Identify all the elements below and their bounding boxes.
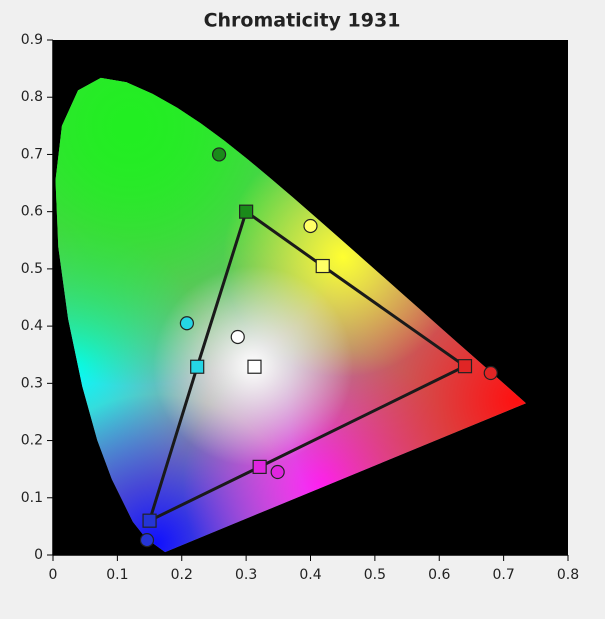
y-tick-label: 0.5 bbox=[21, 261, 43, 277]
y-tick-label: 0.2 bbox=[21, 433, 43, 449]
circle-marker bbox=[230, 329, 245, 345]
square-marker bbox=[457, 359, 473, 374]
x-tick-label: 0.3 bbox=[235, 567, 257, 583]
circle-marker bbox=[139, 533, 155, 548]
square-marker bbox=[239, 204, 254, 219]
circle-marker bbox=[211, 147, 227, 162]
x-tick-label: 0.5 bbox=[364, 567, 386, 583]
circle-marker bbox=[303, 218, 318, 234]
square-marker bbox=[252, 459, 267, 474]
x-tick-label: 0.2 bbox=[171, 567, 193, 583]
square-marker bbox=[190, 359, 205, 374]
circle-marker bbox=[483, 365, 498, 381]
y-tick-label: 0.7 bbox=[21, 146, 43, 162]
y-tick-label: 0 bbox=[34, 547, 43, 563]
y-tick-label: 0.1 bbox=[21, 490, 43, 506]
x-tick-label: 0.6 bbox=[428, 567, 450, 583]
y-tick-label: 0.8 bbox=[21, 89, 43, 105]
y-tick-label: 0.3 bbox=[21, 375, 43, 391]
y-tick-label: 0.6 bbox=[21, 204, 43, 220]
square-marker bbox=[142, 513, 157, 528]
x-tick-label: 0 bbox=[49, 567, 58, 583]
y-tick-label: 0.4 bbox=[21, 318, 43, 334]
square-marker bbox=[247, 359, 262, 374]
y-tick-label: 0.9 bbox=[21, 32, 43, 48]
x-tick-label: 0.7 bbox=[492, 567, 514, 583]
circle-marker bbox=[270, 464, 285, 480]
x-tick-label: 0.8 bbox=[557, 567, 579, 583]
x-tick-label: 0.1 bbox=[106, 567, 128, 583]
chart-title: Chromaticity 1931 bbox=[204, 10, 401, 32]
x-tick-label: 0.4 bbox=[299, 567, 321, 583]
circle-marker bbox=[179, 316, 194, 331]
square-marker bbox=[315, 258, 330, 274]
